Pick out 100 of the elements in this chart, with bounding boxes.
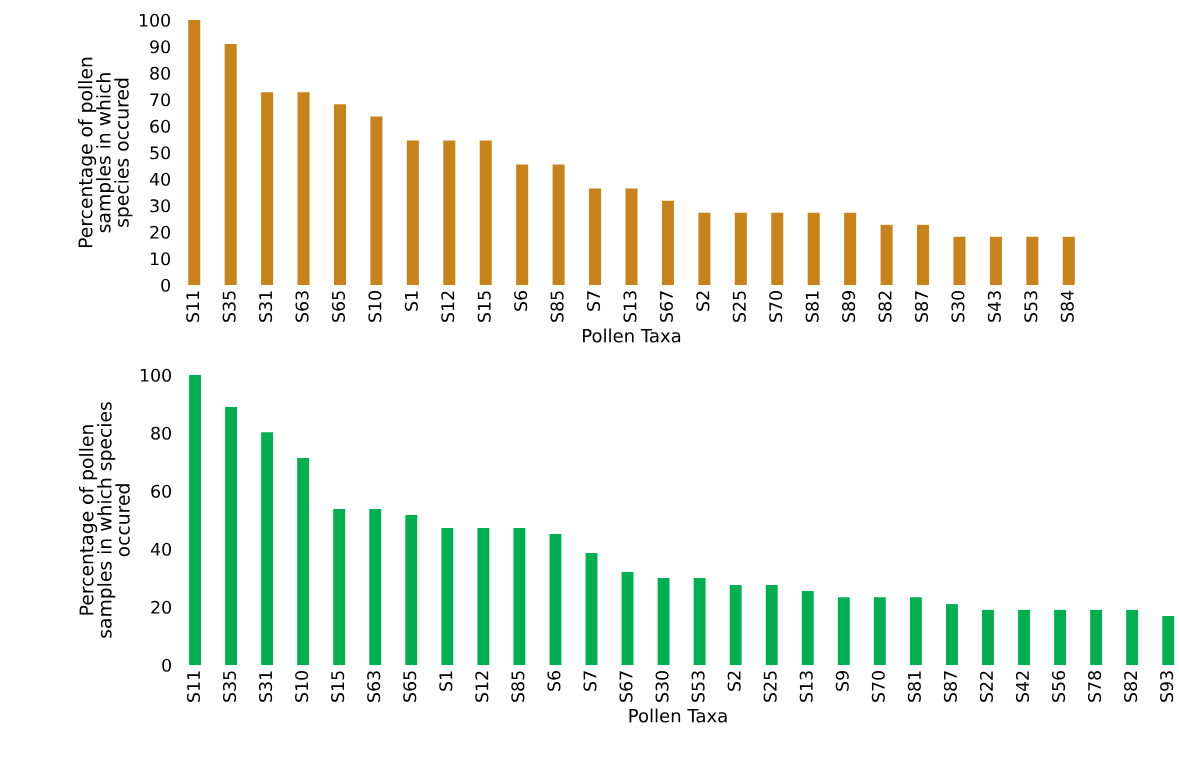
bar	[693, 578, 706, 665]
y-tick-label: 40	[150, 542, 171, 556]
x-tick-label: S13	[623, 291, 637, 322]
bar	[844, 212, 857, 285]
y-tick-label: 100	[139, 13, 170, 27]
bar	[552, 164, 565, 285]
bar	[917, 224, 930, 285]
bar	[698, 212, 711, 285]
x-tick-label: S12	[475, 671, 489, 702]
bar	[188, 20, 201, 285]
bar	[549, 533, 562, 665]
x-tick-label: S10	[368, 291, 382, 322]
bar	[982, 609, 994, 665]
bar	[1018, 609, 1030, 665]
x-tick-label: S35	[222, 671, 237, 702]
x-tick-label: S93	[1160, 671, 1174, 702]
bar	[516, 164, 529, 285]
x-tick-label: S13	[799, 671, 813, 702]
x-tick-label: S30	[655, 671, 669, 702]
x-tick-label: S84	[1060, 290, 1074, 322]
bar	[989, 236, 1002, 285]
bar	[1162, 615, 1175, 665]
bar	[297, 457, 310, 665]
bar	[729, 584, 742, 665]
bar	[441, 528, 454, 665]
y-tick-label: 0	[162, 658, 171, 672]
bar	[1126, 609, 1139, 665]
bar	[873, 597, 886, 665]
bar	[1090, 609, 1103, 665]
y-tick-label: 40	[149, 172, 170, 186]
x-tick-label: S70	[871, 671, 885, 702]
x-tick-label: S53	[1024, 291, 1038, 322]
x-tick-label: S7	[586, 291, 601, 311]
y-tick-label: 10	[150, 252, 170, 266]
x-tick-label: S6	[547, 670, 561, 691]
bar	[945, 604, 958, 665]
x-tick-label: S56	[1051, 670, 1066, 702]
bar	[406, 140, 419, 285]
x-tick-label: S25	[763, 671, 777, 702]
x-tick-label: S22	[979, 671, 994, 702]
x-tick-label: S87	[914, 291, 929, 322]
x-tick-label: S82	[878, 291, 892, 322]
x-tick-label: S9	[835, 671, 849, 691]
y-tick-label: 50	[150, 146, 170, 160]
x-tick-label: S82	[1124, 671, 1138, 702]
bar	[1026, 236, 1039, 285]
bar	[909, 597, 922, 665]
x-tick-label: S1	[439, 671, 453, 691]
y-tick-label: 80	[151, 426, 171, 440]
x-tick-label: S15	[331, 671, 345, 702]
x-tick-label: S7	[583, 671, 597, 691]
x-tick-label: S65	[331, 291, 346, 322]
y-tick-label: 30	[150, 199, 170, 213]
bar	[369, 508, 382, 665]
bar	[661, 200, 674, 285]
y-tick-label: 90	[150, 40, 170, 54]
x-tick-label: S30	[951, 291, 965, 322]
bar	[771, 212, 784, 285]
y-tick-label: 60	[150, 119, 170, 133]
y-tick-label: 60	[151, 484, 171, 498]
x-tick-label: S89	[842, 291, 856, 322]
x-tick-label: S15	[477, 291, 491, 322]
bar	[333, 508, 346, 665]
bar	[1062, 236, 1075, 285]
bar	[734, 212, 747, 285]
y-axis-title: Percentage of pollen samples in which species occured	[78, 57, 133, 247]
bar	[370, 116, 383, 285]
x-tick-label: S1	[404, 291, 418, 311]
x-tick-label: S63	[295, 291, 309, 322]
bar	[297, 92, 310, 285]
bar	[513, 528, 526, 665]
x-tick-label: S85	[550, 291, 564, 322]
bar	[189, 375, 201, 665]
y-tick-label: 20	[150, 225, 170, 239]
bar	[585, 553, 598, 665]
bar	[333, 104, 346, 285]
x-tick-label: S31	[259, 671, 273, 702]
bar	[405, 515, 418, 665]
x-tick-label: S81	[907, 671, 921, 702]
x-tick-label: S11	[186, 291, 200, 322]
bar	[837, 597, 850, 665]
x-axis-title: Pollen Taxa	[629, 708, 727, 723]
x-tick-label: S10	[295, 671, 309, 702]
y-tick-label: 100	[140, 368, 171, 382]
x-axis-title: Pollen Taxa	[583, 328, 681, 343]
bar	[657, 578, 670, 665]
x-tick-label: S35	[222, 291, 236, 322]
x-tick-label: S42	[1015, 671, 1030, 702]
x-tick-label: S43	[987, 291, 1001, 322]
bar	[479, 140, 492, 285]
bar	[477, 528, 490, 665]
bar	[953, 236, 966, 285]
x-tick-label: S2	[727, 671, 741, 691]
bar	[621, 571, 634, 665]
x-tick-label: S70	[769, 291, 783, 322]
x-tick-label: S6	[514, 290, 528, 311]
bar	[261, 92, 274, 285]
bar	[1054, 609, 1066, 665]
y-axis-title: Percentage of pollen samples in which species occured	[79, 402, 130, 638]
x-tick-label: S25	[732, 291, 746, 322]
